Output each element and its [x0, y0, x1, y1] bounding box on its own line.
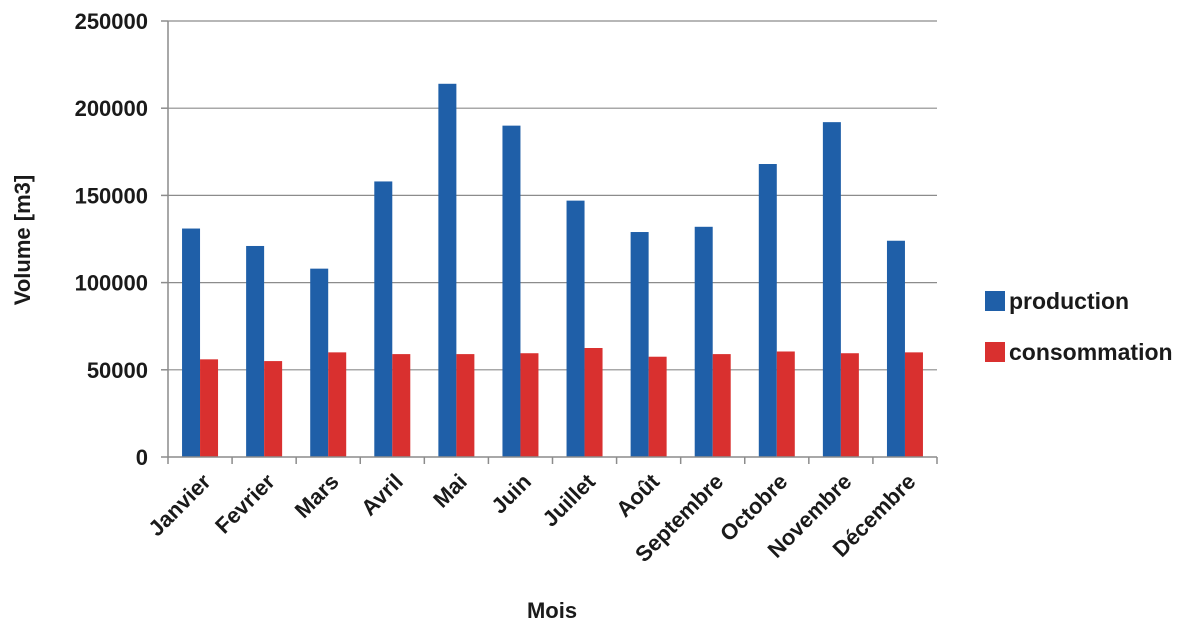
bar-consommation-novembre [840, 353, 859, 457]
bar-production-octobre [758, 164, 777, 457]
y-tick-labels: 0 50000 100000 150000 200000 250000 [75, 9, 148, 470]
x-tick-label: Avril [356, 469, 408, 521]
legend-swatch-consommation [985, 342, 1005, 362]
legend-swatch-production [985, 291, 1005, 311]
legend: production consommation [985, 288, 1173, 365]
x-tick-label: Fevrier [210, 469, 280, 539]
bar-production-avril [374, 181, 393, 457]
x-tick-label: Août [611, 468, 665, 522]
x-tick-label: Mai [428, 469, 472, 513]
y-tick-label: 150000 [75, 183, 148, 208]
y-tick-label: 250000 [75, 9, 148, 34]
x-tick-label: Mars [290, 469, 344, 523]
y-tick-label: 0 [136, 445, 148, 470]
bar-consommation-fevrier [264, 361, 283, 457]
legend-label-production: production [1009, 288, 1129, 314]
bar-production-mai [438, 83, 457, 457]
bar-consommation-mai [456, 354, 475, 457]
bar-production-juillet [566, 200, 585, 457]
bar-consommation-septembre [712, 354, 731, 457]
bar-consommation-octobre [776, 351, 795, 457]
y-tick-label: 100000 [75, 271, 148, 296]
bar-consommation-août [648, 356, 667, 457]
bar-production-août [630, 232, 649, 457]
bar-production-mars [310, 268, 329, 457]
y-tick-label: 200000 [75, 96, 148, 121]
bar-production-novembre [822, 122, 841, 457]
bar-production-septembre [694, 226, 713, 457]
x-axis-title: Mois [527, 598, 577, 623]
axes [167, 21, 938, 464]
bar-production-décembre [886, 240, 905, 457]
bar-consommation-juillet [584, 348, 603, 457]
y-tick-label: 50000 [87, 358, 148, 383]
x-tick-label: Juillet [537, 468, 600, 531]
x-tick-label: Janvier [143, 469, 215, 541]
bar-consommation-mars [328, 352, 347, 457]
bar-consommation-décembre [904, 352, 923, 457]
bar-production-juin [502, 125, 521, 457]
legend-label-consommation: consommation [1009, 339, 1173, 365]
bar-production-janvier [182, 228, 201, 457]
x-tick-label: Juin [486, 469, 536, 519]
bar-consommation-juin [520, 353, 539, 457]
gridlines [161, 20, 937, 458]
bars [182, 83, 923, 457]
bar-production-fevrier [246, 245, 265, 457]
bar-consommation-avril [392, 354, 411, 457]
bar-consommation-janvier [200, 359, 219, 457]
y-axis-title: Volume [m3] [10, 175, 35, 305]
